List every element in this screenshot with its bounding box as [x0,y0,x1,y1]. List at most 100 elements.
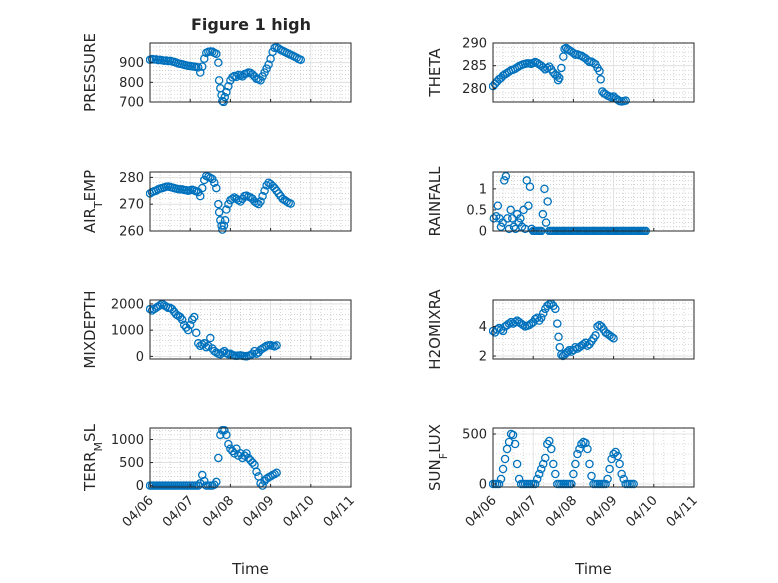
subplot-sun-flux: 0 500 04/06 04/07 04/08 04/09 04/10 04/11 SUNFLU… [426,424,701,578]
data-point [193,481,203,490]
data-point [585,459,594,469]
data-point [185,320,195,330]
subplot-terr-msl: 0 500 1000 04/06 04/07 04/08 04/09 04/10 04/11 TE… [81,423,358,578]
axes-box [492,42,695,103]
data-point [536,313,546,322]
data-point [629,479,638,489]
data-point [191,328,201,338]
data-point [234,195,243,205]
data-point [508,214,517,223]
data-point [571,459,580,469]
data-point [557,63,566,73]
data-point [175,312,185,322]
data-point [202,342,211,352]
data-point [553,319,562,328]
y-axis-label: AIRTEMP [81,170,105,233]
axes-box [149,171,352,232]
data-point [545,436,554,446]
data-point [514,474,524,484]
data-point [504,319,514,328]
data-point [272,341,281,350]
data-point [252,467,261,477]
data-point [525,182,535,191]
y-axis-label: MIXDEPTH [81,290,99,368]
y-tick-label: 280 [462,82,487,97]
y-tick-label: 0 [479,225,487,240]
data-point [567,479,576,489]
data-point [536,464,546,474]
data-point [509,222,519,232]
data-point [595,66,604,76]
data-point [248,458,257,467]
data-point [212,183,221,193]
data-point [222,205,231,214]
y-tick-label: 2000 [111,297,144,312]
data-point [532,474,542,484]
data-point [596,75,605,84]
x-tick-label: 04/08 [543,493,580,530]
data-point [519,205,528,215]
y-tick-label: 260 [119,225,144,240]
y-tick-label: 4 [479,320,487,335]
x-tick-label: 04/10 [281,493,318,530]
data-point [198,62,207,71]
data-point [510,439,520,449]
data-series [146,171,295,234]
data-point [496,222,506,232]
data-point [167,304,177,314]
data-point [220,426,229,435]
data-series [146,43,305,106]
data-point [296,55,305,64]
data-point [224,439,233,449]
data-point [222,87,231,97]
data-point [543,63,552,73]
data-point [187,315,197,324]
data-point [493,201,503,210]
data-point [559,52,568,61]
x-tick-label: 04/06 [120,493,157,530]
data-point [611,447,620,457]
data-point [613,451,622,461]
data-series [489,43,630,106]
data-point [555,73,564,83]
data-point [214,199,223,209]
axes-box [149,299,352,360]
y-tick-label: 285 [462,59,487,74]
subplot-air-temp: 260 270 280 AIRTEMP [81,170,352,240]
data-point [218,225,227,234]
data-point [252,198,261,208]
data-point [179,320,189,330]
x-tick-label: 04/08 [200,493,237,530]
data-point [534,469,544,479]
data-point [571,342,580,352]
data-point [601,479,610,489]
data-point [282,197,291,206]
axes-box [149,42,352,103]
data-point [500,454,510,464]
data-point [220,92,230,102]
data-point [242,449,251,458]
data-point [583,444,592,454]
y-axis-label: PRESSURE [81,33,99,112]
data-point [512,459,522,469]
y-axis-label: THETA [426,48,444,98]
data-point [504,224,514,234]
y-tick-label: 1000 [111,324,144,339]
y-tick-label: 280 [119,171,144,186]
y-tick-label: 0.5 [466,203,487,218]
data-point [195,191,205,201]
subplot-rainfall: 0 0.5 1 RAINFALL [426,166,695,240]
data-point [200,54,209,63]
figure-title: Figure 1 high [191,15,311,34]
data-point [506,317,516,327]
data-point [195,68,205,77]
data-point [506,205,515,215]
data-point [214,58,223,67]
data-series [146,299,281,361]
data-point [549,459,558,469]
data-series [146,426,281,490]
axes-box [492,427,695,488]
data-point [603,474,612,484]
y-tick-label: 700 [119,96,144,111]
subplot-pressure: 700 800 900 PRESSURE [81,33,352,112]
